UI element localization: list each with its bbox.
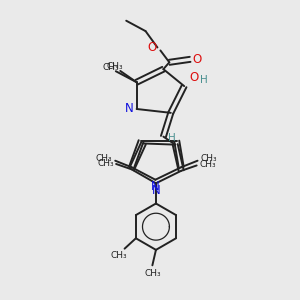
Text: CH₃: CH₃ <box>106 62 123 71</box>
Text: CH₃: CH₃ <box>97 159 114 168</box>
Text: O: O <box>192 53 201 66</box>
Text: CH₃: CH₃ <box>110 251 127 260</box>
Text: N: N <box>151 180 160 193</box>
Text: H: H <box>200 75 208 85</box>
Text: H: H <box>168 133 176 143</box>
Text: CH₃: CH₃ <box>199 160 216 169</box>
Text: CH₃: CH₃ <box>200 154 217 164</box>
Text: CH₃: CH₃ <box>96 154 112 164</box>
Text: CH₃: CH₃ <box>144 268 161 278</box>
Text: CH₃: CH₃ <box>102 63 119 72</box>
Text: N: N <box>125 103 134 116</box>
Text: O: O <box>189 71 198 84</box>
Text: O: O <box>148 41 157 54</box>
Text: N: N <box>152 184 160 197</box>
